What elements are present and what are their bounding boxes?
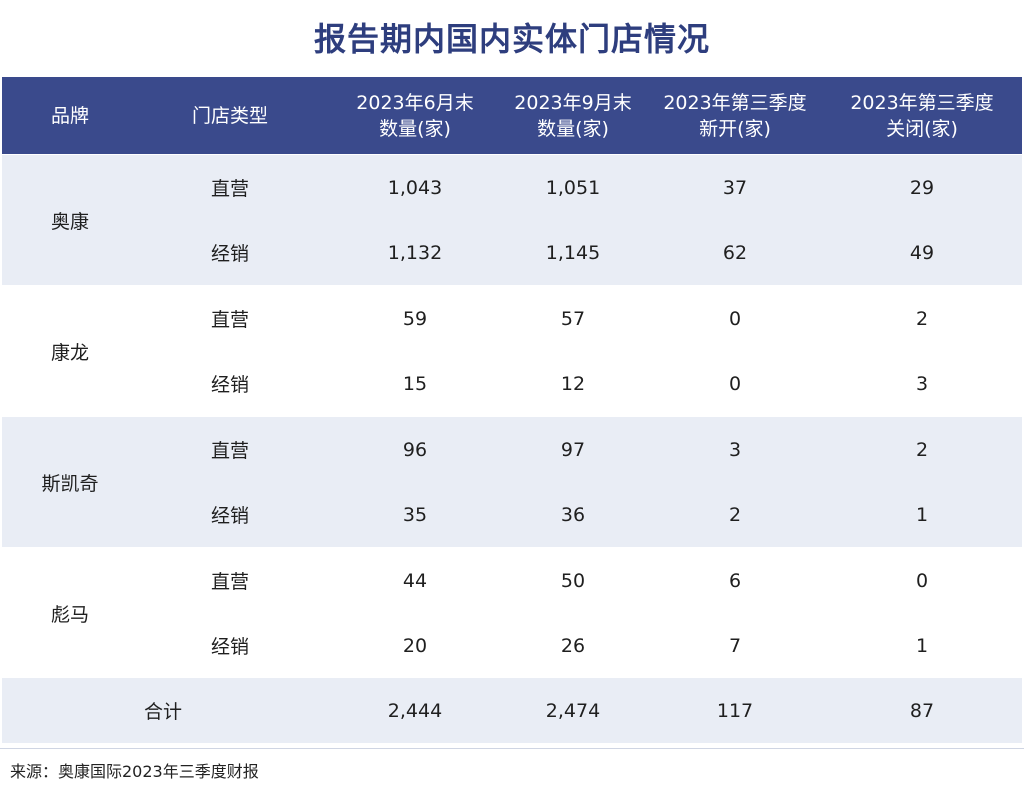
header-sep-count: 2023年9月末 数量(家) — [514, 91, 632, 140]
sep-count-cell: 12 — [560, 372, 586, 395]
divider — [0, 748, 1024, 749]
page-title: 报告期内国内实体门店情况 — [313, 20, 710, 58]
table-row: 经销 1,132 1,145 62 49 — [2, 220, 1022, 285]
table-row: 直营 96 97 3 2 — [2, 417, 1022, 482]
new-opened-cell: 6 — [728, 569, 742, 592]
header-store-type: 门店类型 — [191, 104, 268, 127]
new-opened-cell: 7 — [728, 634, 742, 657]
table-row: 经销 20 26 7 1 — [2, 613, 1022, 678]
brand-name: 奥康 — [50, 210, 89, 233]
sep-count-cell: 1,145 — [545, 241, 601, 264]
new-opened-cell: 62 — [722, 241, 748, 264]
new-opened-cell: 0 — [728, 372, 742, 395]
total-jun-cell: 2,444 — [387, 699, 443, 722]
table-header: 品牌 门店类型 2023年6月末 数量(家) 2023年9月末 数量(家) 2023… — [2, 77, 1022, 154]
header-closed: 2023年第三季度 关闭(家) — [850, 91, 994, 140]
sep-count-cell: 57 — [560, 307, 586, 330]
closed-cell: 29 — [909, 176, 935, 199]
store-type-cell: 直营 — [210, 309, 249, 331]
sep-count-cell: 26 — [560, 634, 586, 657]
header-brand: 品牌 — [50, 104, 89, 127]
brand-name: 彪马 — [50, 603, 89, 626]
total-label: 合计 — [143, 701, 182, 723]
new-opened-cell: 0 — [728, 307, 742, 330]
store-type-cell: 经销 — [210, 505, 249, 527]
brand-group: 彪马 直营 44 50 6 0 经销 20 26 7 1 — [2, 547, 1022, 678]
sep-count-cell: 36 — [560, 503, 586, 526]
total-new-cell: 117 — [716, 699, 754, 722]
store-type-cell: 直营 — [210, 571, 249, 593]
sep-count-cell: 1,051 — [545, 176, 601, 199]
closed-cell: 0 — [915, 569, 929, 592]
jun-count-cell: 1,132 — [387, 241, 443, 264]
total-row: 合计 2,444 2,474 117 87 — [2, 678, 1022, 743]
header-new-opened: 2023年第三季度 新开(家) — [663, 91, 807, 140]
jun-count-cell: 59 — [402, 307, 428, 330]
brand-name: 斯凯奇 — [41, 472, 99, 495]
brand-name: 康龙 — [50, 341, 89, 364]
jun-count-cell: 35 — [402, 503, 428, 526]
sep-count-cell: 50 — [560, 569, 586, 592]
closed-cell: 2 — [915, 438, 929, 461]
brand-group: 奥康 直营 1,043 1,051 37 29 经销 1,132 1,145 6… — [2, 154, 1022, 285]
new-opened-cell: 2 — [728, 503, 742, 526]
brand-group: 斯凯奇 直营 96 97 3 2 经销 35 36 2 1 — [2, 416, 1022, 547]
store-table: 品牌 门店类型 2023年6月末 数量(家) 2023年9月末 数量(家) 2023… — [2, 77, 1022, 743]
table-row: 直营 1,043 1,051 37 29 — [2, 155, 1022, 220]
table-row: 直营 59 57 0 2 — [2, 286, 1022, 351]
sep-count-cell: 97 — [560, 438, 586, 461]
table-row: 直营 44 50 6 0 — [2, 548, 1022, 613]
store-type-cell: 经销 — [210, 374, 249, 396]
new-opened-cell: 3 — [728, 438, 742, 461]
closed-cell: 1 — [915, 503, 929, 526]
table-row: 经销 35 36 2 1 — [2, 482, 1022, 547]
new-opened-cell: 37 — [722, 176, 748, 199]
closed-cell: 49 — [909, 241, 935, 264]
jun-count-cell: 1,043 — [387, 176, 443, 199]
store-type-cell: 直营 — [210, 440, 249, 462]
store-type-cell: 经销 — [210, 243, 249, 265]
jun-count-cell: 96 — [402, 438, 428, 461]
jun-count-cell: 20 — [402, 634, 428, 657]
total-sep-cell: 2,474 — [545, 699, 601, 722]
jun-count-cell: 44 — [402, 569, 428, 592]
jun-count-cell: 15 — [402, 372, 428, 395]
store-type-cell: 经销 — [210, 636, 249, 658]
closed-cell: 1 — [915, 634, 929, 657]
closed-cell: 2 — [915, 307, 929, 330]
header-jun-count: 2023年6月末 数量(家) — [356, 91, 474, 140]
brand-group: 康龙 直营 59 57 0 2 经销 15 12 0 3 — [2, 285, 1022, 416]
store-type-cell: 直营 — [210, 178, 249, 200]
closed-cell: 3 — [915, 372, 929, 395]
total-closed-cell: 87 — [909, 699, 935, 722]
table-row: 经销 15 12 0 3 — [2, 351, 1022, 416]
source-note: 来源：奥康国际2023年三季度财报 — [10, 762, 259, 781]
